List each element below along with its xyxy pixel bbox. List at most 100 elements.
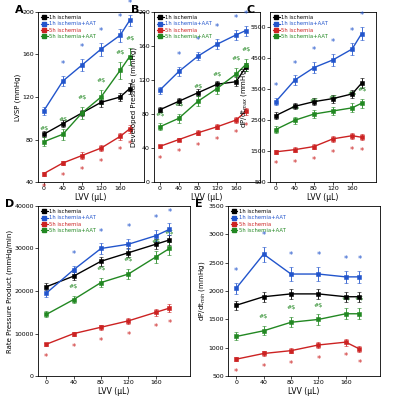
Y-axis label: Rate Pressure Product (mmHg/min): Rate Pressure Product (mmHg/min)	[6, 230, 13, 352]
Text: A: A	[15, 5, 23, 15]
Text: *: *	[316, 251, 320, 261]
Text: *: *	[126, 331, 130, 340]
Text: #$: #$	[96, 78, 106, 83]
Text: #$: #$	[174, 102, 184, 107]
Text: *: *	[215, 136, 219, 145]
Legend: 1h ischemia, 1h ischemia+AAT, 5h ischemia, 5h ischemia+AAT: 1h ischemia, 1h ischemia+AAT, 5h ischemi…	[157, 15, 212, 40]
Text: #$: #$	[212, 72, 222, 76]
Text: *: *	[262, 231, 266, 240]
Text: *: *	[215, 23, 219, 32]
Text: *: *	[196, 36, 200, 45]
Text: *: *	[274, 82, 278, 91]
Text: *: *	[99, 158, 103, 167]
Text: *: *	[128, 0, 132, 8]
Text: *: *	[360, 11, 364, 20]
Legend: 1h ischemia, 1h ischemia+AAT, 5h ischemia, 5h ischemia+AAT: 1h ischemia, 1h ischemia+AAT, 5h ischemi…	[41, 15, 96, 40]
Text: *: *	[357, 255, 362, 264]
Text: *: *	[72, 250, 76, 259]
Legend: 1h ischemia, 1h ischemia+AAT, 5h ischemia, 5h ischemia+AAT: 1h ischemia, 1h ischemia+AAT, 5h ischemi…	[231, 209, 286, 234]
Text: *: *	[99, 27, 103, 36]
Text: #$: #$	[155, 112, 164, 116]
Text: *: *	[234, 267, 238, 276]
Text: *: *	[350, 27, 354, 36]
Text: *: *	[244, 122, 248, 131]
X-axis label: LVV (μL): LVV (μL)	[75, 193, 107, 202]
X-axis label: LVV (μL): LVV (μL)	[191, 193, 223, 202]
Text: *: *	[331, 149, 335, 158]
Text: *: *	[72, 343, 76, 352]
Text: #$: #$	[328, 95, 338, 100]
Text: #$: #$	[125, 36, 134, 41]
Text: #$: #$	[314, 303, 323, 308]
Text: *: *	[289, 360, 293, 369]
Text: *: *	[99, 337, 103, 346]
Text: *: *	[234, 129, 238, 138]
Text: #$: #$	[124, 257, 133, 262]
Text: *: *	[126, 223, 130, 232]
Text: #$: #$	[96, 266, 106, 271]
Text: *: *	[196, 142, 200, 151]
Text: *: *	[177, 51, 181, 61]
Text: *: *	[274, 160, 278, 169]
X-axis label: LVV (μL): LVV (μL)	[307, 193, 339, 202]
Text: *: *	[118, 13, 122, 22]
Text: *: *	[80, 43, 84, 52]
Text: *: *	[118, 147, 122, 155]
Text: #$: #$	[77, 95, 86, 100]
Text: *: *	[61, 172, 65, 181]
Text: E: E	[194, 199, 202, 209]
Text: *: *	[177, 148, 181, 157]
Y-axis label: Developed Pressure (mmHg): Developed Pressure (mmHg)	[130, 47, 137, 147]
Text: *: *	[312, 46, 316, 55]
Text: #$: #$	[348, 91, 357, 96]
Text: *: *	[42, 183, 46, 192]
Text: *: *	[158, 155, 162, 164]
Text: *: *	[289, 251, 293, 261]
Text: *: *	[344, 352, 348, 362]
Text: C: C	[247, 5, 255, 15]
Text: *: *	[80, 166, 84, 175]
Text: #$: #$	[39, 126, 48, 131]
Text: *: *	[167, 208, 172, 217]
X-axis label: LVV (μL): LVV (μL)	[288, 387, 320, 396]
Text: *: *	[293, 59, 297, 69]
Text: B: B	[131, 5, 139, 15]
Text: #$: #$	[357, 87, 366, 92]
Text: #$: #$	[286, 305, 296, 310]
Text: #$: #$	[165, 230, 174, 235]
Text: *: *	[293, 159, 297, 168]
Text: *: *	[312, 156, 316, 165]
Text: *: *	[167, 319, 172, 328]
Text: #$: #$	[309, 98, 318, 103]
Text: *: *	[357, 359, 362, 368]
Text: *: *	[99, 228, 103, 236]
Text: *: *	[244, 10, 248, 19]
Text: D: D	[4, 199, 14, 209]
Legend: 1h ischemia, 1h ischemia+AAT, 5h ischemia, 5h ischemia+AAT: 1h ischemia, 1h ischemia+AAT, 5h ischemi…	[41, 209, 96, 234]
Text: #$: #$	[232, 56, 241, 61]
Text: *: *	[154, 323, 158, 331]
Text: *: *	[44, 353, 48, 362]
Text: #$: #$	[241, 47, 250, 52]
Text: #$: #$	[290, 105, 300, 110]
X-axis label: LVV (μL): LVV (μL)	[98, 387, 130, 396]
Y-axis label: dP/dt$_{min}$ (mmHg): dP/dt$_{min}$ (mmHg)	[197, 261, 207, 321]
Text: *: *	[350, 146, 354, 154]
Y-axis label: dP/dt$_{max}$ (mmHg): dP/dt$_{max}$ (mmHg)	[239, 66, 249, 128]
Text: #$: #$	[259, 314, 268, 320]
Text: #$: #$	[58, 117, 68, 122]
Text: *: *	[344, 255, 348, 264]
Text: *: *	[234, 14, 238, 23]
Text: #$: #$	[355, 296, 364, 301]
Text: #$: #$	[116, 50, 125, 55]
Y-axis label: LVSP (mmHg): LVSP (mmHg)	[14, 73, 21, 121]
Text: *: *	[360, 147, 364, 156]
Text: #$: #$	[69, 284, 78, 289]
Text: #$: #$	[193, 84, 202, 89]
Text: *: *	[128, 140, 132, 149]
Text: *: *	[234, 368, 238, 377]
Text: #$: #$	[341, 296, 350, 301]
Text: *: *	[61, 60, 65, 69]
Text: #$: #$	[151, 239, 160, 244]
Text: *: *	[316, 355, 320, 364]
